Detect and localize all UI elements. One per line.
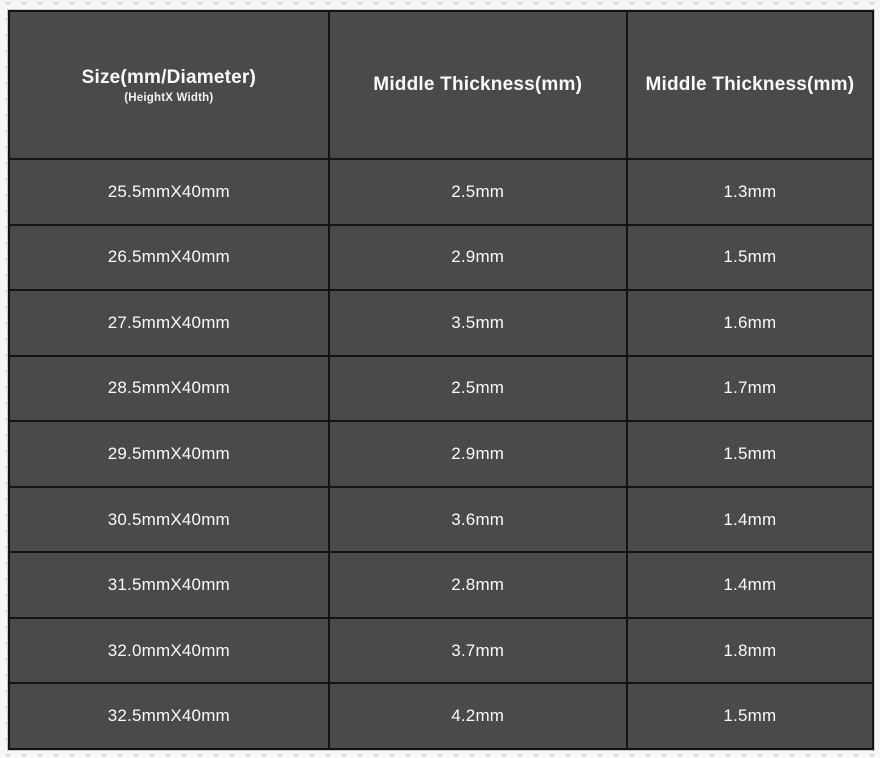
table-row: 32.5mmX40mm 4.2mm 1.5mm bbox=[8, 682, 875, 750]
middle-thickness-1-cell: 3.6mm bbox=[327, 485, 628, 554]
table-row: 27.5mmX40mm 3.5mm 1.6mm bbox=[8, 289, 875, 357]
middle-thickness-1-cell: 2.9mm bbox=[327, 223, 628, 292]
middle-thickness-1-cell: 2.5mm bbox=[327, 354, 628, 423]
table-body: 25.5mmX40mm 2.5mm 1.3mm 26.5mmX40mm 2.9m… bbox=[8, 158, 875, 750]
middle-thickness-2-cell: 1.6mm bbox=[625, 289, 875, 357]
middle-thickness-1-cell: 2.5mm bbox=[327, 158, 628, 226]
size-cell: 27.5mmX40mm bbox=[8, 289, 330, 357]
table-row: 29.5mmX40mm 2.9mm 1.5mm bbox=[8, 420, 875, 488]
middle-thickness-1-cell: 3.5mm bbox=[327, 289, 628, 357]
table-row: 28.5mmX40mm 2.5mm 1.7mm bbox=[8, 354, 875, 423]
size-cell: 32.0mmX40mm bbox=[8, 616, 330, 685]
header-row: Size(mm/Diameter) (HeightX Width) Middle… bbox=[8, 10, 875, 160]
table-row: 30.5mmX40mm 3.6mm 1.4mm bbox=[8, 485, 875, 554]
size-header-subtitle: (HeightX Width) bbox=[124, 91, 214, 104]
middle-thickness-1-cell: 2.9mm bbox=[327, 420, 628, 488]
middle-thickness-2-cell: 1.3mm bbox=[625, 158, 875, 226]
middle-thickness-2-cell: 1.4mm bbox=[625, 551, 875, 619]
size-cell: 32.5mmX40mm bbox=[8, 682, 330, 750]
column-header-middle-thickness-1: Middle Thickness(mm) bbox=[327, 10, 628, 160]
middle-thickness-2-cell: 1.5mm bbox=[625, 223, 875, 292]
table-row: 26.5mmX40mm 2.9mm 1.5mm bbox=[8, 223, 875, 292]
size-cell: 30.5mmX40mm bbox=[8, 485, 330, 554]
table-row: 25.5mmX40mm 2.5mm 1.3mm bbox=[8, 158, 875, 226]
table-header: Size(mm/Diameter) (HeightX Width) Middle… bbox=[8, 10, 875, 160]
column-header-middle-thickness-2: Middle Thickness(mm) bbox=[625, 10, 875, 160]
size-cell: 28.5mmX40mm bbox=[8, 354, 330, 423]
size-thickness-spec-table: Size(mm/Diameter) (HeightX Width) Middle… bbox=[8, 10, 875, 750]
middle-thickness-2-cell: 1.8mm bbox=[625, 616, 875, 685]
size-header-title: Size(mm/Diameter) bbox=[81, 66, 257, 88]
middle-thickness-1-cell: 2.8mm bbox=[327, 551, 628, 619]
table-row: 32.0mmX40mm 3.7mm 1.8mm bbox=[8, 616, 875, 685]
size-cell: 25.5mmX40mm bbox=[8, 158, 330, 226]
size-cell: 29.5mmX40mm bbox=[8, 420, 330, 488]
middle-thickness-1-cell: 3.7mm bbox=[327, 616, 628, 685]
table-row: 31.5mmX40mm 2.8mm 1.4mm bbox=[8, 551, 875, 619]
middle-thickness-2-cell: 1.5mm bbox=[625, 682, 875, 750]
size-cell: 26.5mmX40mm bbox=[8, 223, 330, 292]
column-header-size: Size(mm/Diameter) (HeightX Width) bbox=[8, 10, 330, 160]
middle-thickness-2-cell: 1.5mm bbox=[625, 420, 875, 488]
middle-thickness-1-cell: 4.2mm bbox=[327, 682, 628, 750]
middle-thickness-2-cell: 1.7mm bbox=[625, 354, 875, 423]
middle-thickness-2-cell: 1.4mm bbox=[625, 485, 875, 554]
size-cell: 31.5mmX40mm bbox=[8, 551, 330, 619]
